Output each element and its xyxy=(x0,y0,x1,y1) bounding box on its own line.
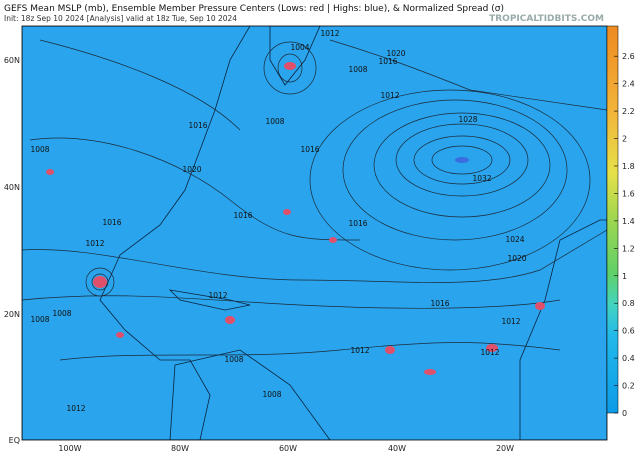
longitude-label: 100W xyxy=(58,444,81,453)
colorbar-tick-label: 0.2 xyxy=(622,382,635,391)
colorbar-tick-label: 1.8 xyxy=(622,162,635,171)
isobar-label: 1012 xyxy=(501,317,520,326)
colorbar-tick-label: 1.6 xyxy=(622,189,635,198)
isobar-label: 1012 xyxy=(66,404,85,413)
isobar-label: 1008 xyxy=(265,117,284,126)
south-america xyxy=(169,349,331,440)
isobar-label: 1032 xyxy=(472,174,491,183)
colorbar-tick-label: 2.2 xyxy=(622,107,635,116)
colorbar-tick-label: 1 xyxy=(622,272,627,281)
isobar-label: 1008 xyxy=(30,315,49,324)
map-area xyxy=(22,26,607,440)
isobar-label: 1012 xyxy=(380,91,399,100)
colorbar-tick-label: 0.6 xyxy=(622,327,635,336)
americas-land xyxy=(22,26,251,440)
isobar-label: 1012 xyxy=(350,346,369,355)
isobar-label: 1028 xyxy=(458,115,477,124)
isobar-label: 1012 xyxy=(480,348,499,357)
colorbar-tick-label: 2 xyxy=(622,135,627,144)
isobar-label: 1020 xyxy=(507,254,526,263)
isobar-label: 1008 xyxy=(224,355,243,364)
isobar-label: 1008 xyxy=(30,145,49,154)
isobar-label: 1004 xyxy=(290,43,309,52)
greenland xyxy=(269,26,321,86)
isobar-label: 1008 xyxy=(52,309,71,318)
latitude-label: EQ xyxy=(9,436,20,445)
colorbar-tick-label: 1.2 xyxy=(622,244,635,253)
colorbar-tick-label: 1.4 xyxy=(622,217,635,226)
isobar-label: 1012 xyxy=(208,291,227,300)
isobar-label: 1016 xyxy=(102,218,121,227)
isobar-label: 1008 xyxy=(348,65,367,74)
map-title: GEFS Mean MSLP (mb), Ensemble Member Pre… xyxy=(4,4,504,14)
isobar-label: 1012 xyxy=(85,239,104,248)
latitude-label: 40N xyxy=(4,183,20,192)
isobar-label: 1020 xyxy=(182,165,201,174)
colorbar-tick-label: 0.8 xyxy=(622,299,635,308)
map-subtitle: Init: 18z Sep 10 2024 [Analysis] valid a… xyxy=(4,14,237,23)
isobar-label: 1020 xyxy=(386,49,405,58)
latitude-label: 20N xyxy=(4,310,20,319)
longitude-label: 80W xyxy=(171,444,189,453)
brand: TROPICALTIDBITS.COM xyxy=(489,14,604,24)
isobar-label: 1012 xyxy=(320,29,339,38)
colorbar-tick-label: 2.4 xyxy=(622,80,635,89)
colorbar xyxy=(606,25,619,414)
isobar-label: 1016 xyxy=(378,57,397,66)
ocean xyxy=(22,26,607,440)
isobar-label: 1016 xyxy=(233,211,252,220)
africa xyxy=(519,219,607,440)
caribbean xyxy=(168,289,251,311)
spread-centers xyxy=(46,62,545,375)
isobar-label: 1016 xyxy=(300,145,319,154)
colorbar-tick-label: 0 xyxy=(622,409,627,418)
longitude-label: 40W xyxy=(388,444,406,453)
longitude-label: 20W xyxy=(496,444,514,453)
colorbar-tick-label: 0.4 xyxy=(622,354,635,363)
longitude-label: 60W xyxy=(279,444,297,453)
latitude-label: 60N xyxy=(4,56,20,65)
colorbar-tick-label: 2.6 xyxy=(622,52,635,61)
isobar-label: 1016 xyxy=(188,121,207,130)
isobar-label: 1008 xyxy=(262,390,281,399)
isobar-label: 1016 xyxy=(348,219,367,228)
isobars xyxy=(22,39,607,361)
isobar-label: 1024 xyxy=(505,235,524,244)
isobar-label: 1016 xyxy=(430,299,449,308)
